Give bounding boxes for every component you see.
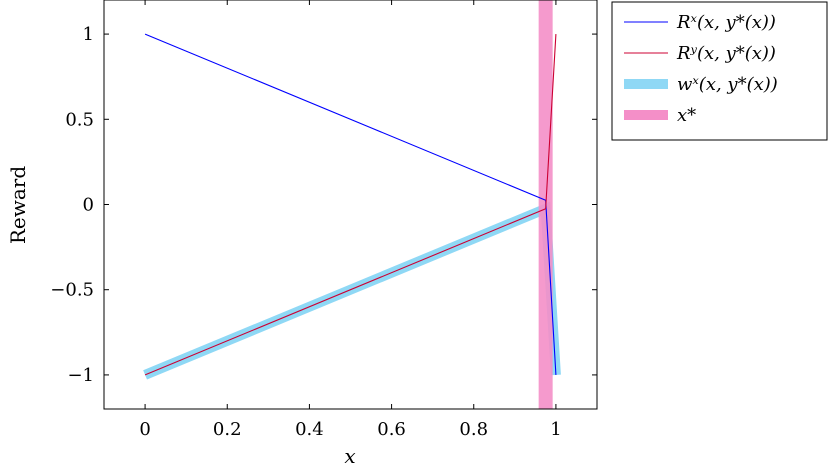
series-line-2: [143, 201, 561, 380]
y-tick-label: −0.5: [50, 280, 94, 301]
legend-entry-label: wˣ(x, y*(x)): [677, 74, 778, 95]
y-tick-label: −1: [67, 365, 94, 386]
x-tick-label: 1: [550, 419, 561, 440]
y-axis-label: Reward: [6, 166, 30, 244]
y-tick-label: 1: [83, 24, 94, 45]
thin-series-layer: [144, 33, 557, 376]
x-tick-label: 0.6: [377, 419, 406, 440]
x-axis-label: x: [344, 444, 355, 468]
x-tick-label: 0.8: [459, 419, 488, 440]
plot-frame: [103, 0, 598, 410]
series-line-0: [144, 33, 557, 375]
legend-entry-label: Rʸ(x, y*(x)): [676, 43, 776, 64]
legend-entry-label: x*: [677, 105, 696, 126]
y-tick-label: 0: [83, 195, 94, 216]
x-tick-label: 0: [139, 419, 150, 440]
thick-series-layer: [143, 0, 561, 409]
x-tick-label: 0.4: [295, 419, 324, 440]
ticks-layer: 0 0.2 0.4 0.6 0.8 1 −1 −0.5 0 0.5 1: [50, 0, 597, 440]
x-tick-label: 0.2: [213, 419, 242, 440]
legend-entry-label: Rˣ(x, y*(x)): [676, 12, 776, 33]
legend: Rˣ(x, y*(x)) Rʸ(x, y*(x)) wˣ(x, y*(x)) x*: [611, 1, 828, 141]
series-line-1: [144, 34, 557, 376]
y-tick-label: 0.5: [65, 109, 94, 130]
